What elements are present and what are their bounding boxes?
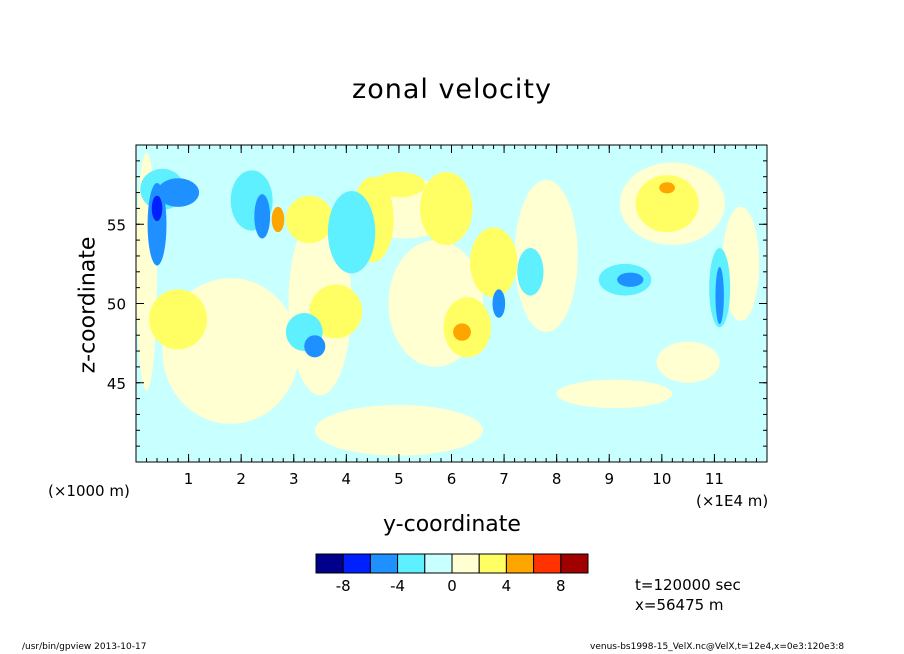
y-tick-label: 50 [107, 296, 126, 314]
chart-title: zonal velocity [352, 74, 552, 105]
x-tick-label: 6 [447, 470, 457, 488]
field-region-blob-34 [304, 335, 326, 358]
colorbar-swatch [315, 553, 344, 574]
field-region-blob-16 [372, 171, 426, 198]
colorbar: -8 -4 0 4 8 [315, 553, 589, 595]
colorbar-tick-label: -4 [390, 577, 405, 595]
y-unit-label: (×1000 m) [48, 482, 130, 500]
field-region-blob-18 [309, 284, 363, 339]
field-region-blob-38 [151, 195, 163, 222]
x-tick-label: 11 [705, 470, 724, 488]
x-tick-label: 3 [289, 470, 299, 488]
footer-left: /usr/bin/gpview 2013-10-17 [22, 642, 147, 652]
field-region-blob-14 [285, 195, 334, 244]
colorbar-swatch [505, 553, 535, 574]
field-region-blob-32 [157, 178, 200, 207]
x-tick-label: 5 [394, 470, 404, 488]
field-region-blob-23 [659, 182, 675, 194]
x-unit-label: (×1E4 m) [696, 492, 769, 510]
colorbar-swatch [533, 553, 562, 574]
field-region-blob-11 [656, 341, 720, 383]
field-region-blob-13 [469, 227, 518, 298]
field-region-blob-22 [453, 323, 471, 341]
field-region-blob-21 [271, 206, 285, 233]
colorbar-tick-label: -8 [336, 577, 351, 595]
x-tick-label: 8 [552, 470, 562, 488]
field-region-blob-10 [722, 206, 760, 321]
x-tick-label: 7 [499, 470, 509, 488]
colorbar-tick-label: 8 [556, 577, 566, 595]
colorbar-swatch [424, 553, 453, 574]
colorbar-swatch [342, 553, 371, 574]
plot-area [136, 145, 767, 462]
y-axis-label: z-coordinate [75, 236, 101, 374]
field-region-blob-35 [492, 289, 506, 318]
field-region-blob-36 [617, 272, 644, 287]
field-region-blob-08 [556, 379, 673, 409]
colorbar-swatch [451, 553, 480, 574]
field-region-blob-09 [314, 404, 484, 456]
field-region-blob-28 [517, 248, 544, 296]
x-tick-label: 2 [236, 470, 246, 488]
field-region-blob-37 [715, 267, 724, 325]
x-tick-label: 10 [652, 470, 671, 488]
field-region-blob-12 [419, 171, 473, 245]
colorbar-tick-label: 0 [447, 577, 457, 595]
colorbar-swatch [397, 553, 426, 574]
colorbar-swatch [369, 553, 399, 574]
field-region-blob-20 [635, 175, 699, 233]
colorbar-swatch [478, 553, 507, 574]
x-position-readout: x=56475 m [635, 596, 724, 614]
colorbar-swatch [560, 553, 589, 574]
x-tick-label: 9 [604, 470, 614, 488]
footer-right: venus-bs1998-15_VelX.nc@VelX,t=12e4,x=0e… [590, 642, 845, 652]
time-readout: t=120000 sec [635, 576, 741, 594]
y-tick-label: 45 [107, 375, 126, 393]
x-axis-label: y-coordinate [383, 512, 521, 537]
y-tick-label: 55 [107, 216, 126, 234]
field-region-blob-17 [149, 289, 207, 350]
x-tick-label: 1 [184, 470, 194, 488]
x-tick-label: 4 [342, 470, 352, 488]
colorbar-tick-label: 4 [502, 577, 512, 595]
field-region-blob-33 [254, 194, 271, 239]
field-region-blob-26 [327, 190, 376, 274]
